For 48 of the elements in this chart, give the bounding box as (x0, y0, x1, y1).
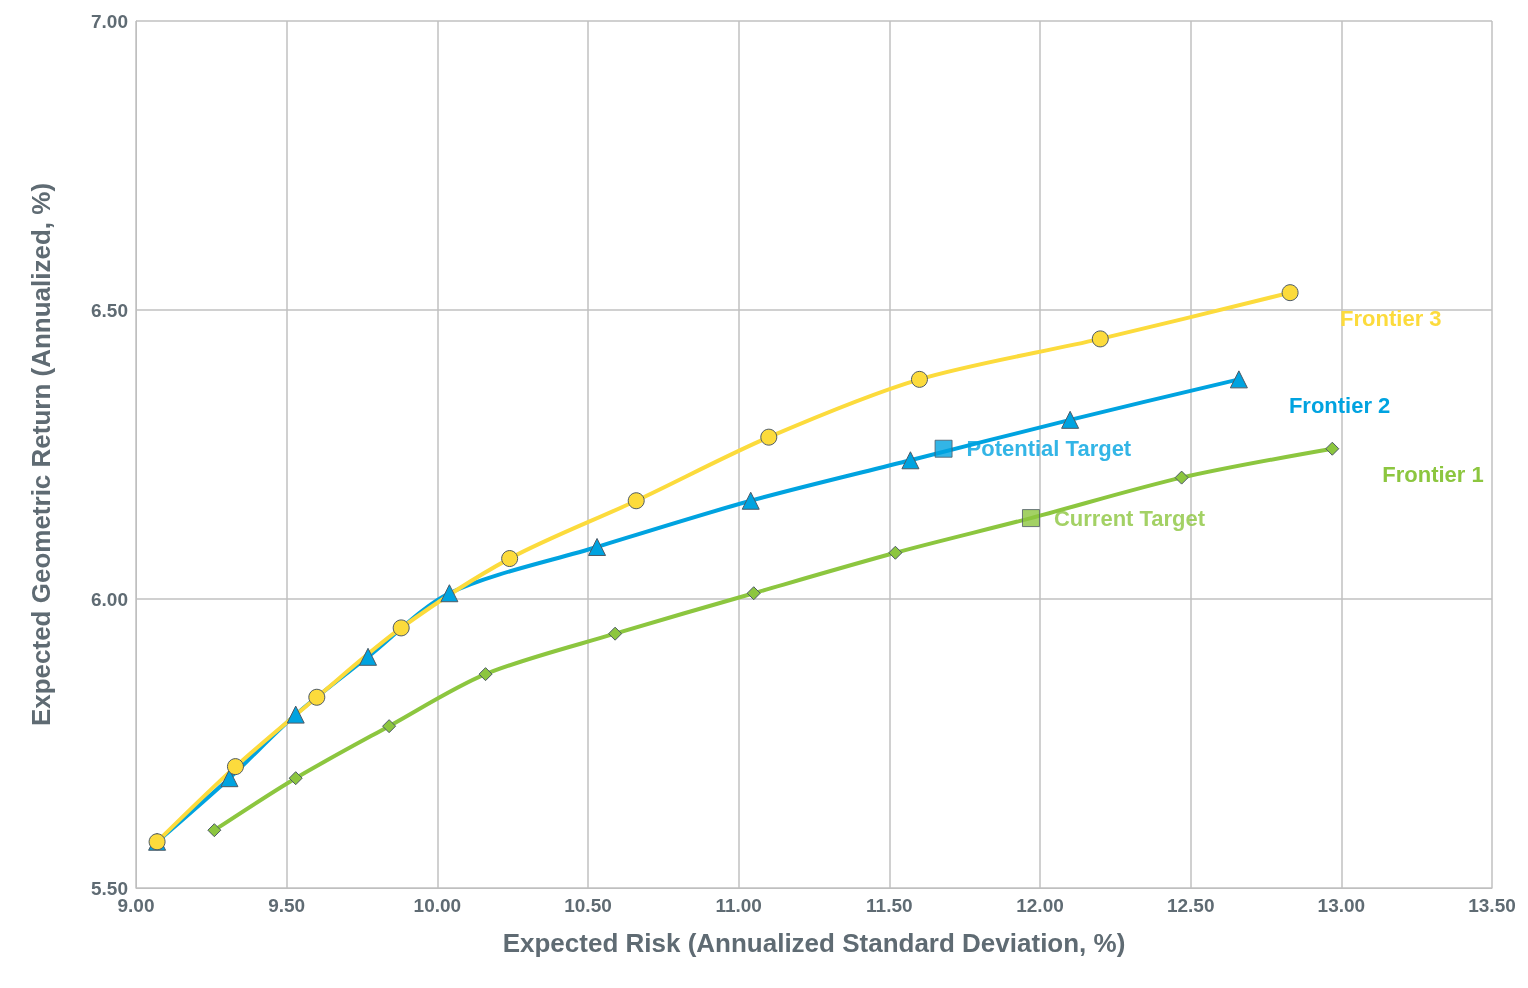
y-axis-title: Expected Geometric Return (Annualized, %) (26, 182, 56, 727)
x-tick-label: 10.00 (413, 895, 462, 916)
point (1325, 441, 1340, 456)
x-tick-label: 10.50 (564, 895, 612, 916)
point (440, 584, 459, 603)
point (608, 626, 623, 641)
point (501, 550, 519, 568)
point (288, 771, 303, 786)
x-tick-label: 12.50 (1166, 895, 1215, 916)
y-tick-label: 6.00 (91, 588, 128, 610)
point (308, 688, 326, 706)
series-label: Potential Target (966, 436, 1132, 462)
text: Frontier 1 (1382, 462, 1484, 488)
point (888, 545, 903, 560)
x-tick-label: 11.00 (715, 895, 762, 916)
point (382, 719, 397, 734)
y-tick-label: 7.00 (91, 10, 128, 32)
point (478, 667, 493, 682)
point (392, 619, 410, 637)
x-tick-label: 13.50 (1468, 895, 1516, 916)
point (1021, 509, 1040, 528)
x-tick-label: 12.00 (1016, 895, 1064, 916)
series-label: Current Target (1053, 505, 1206, 531)
point (286, 705, 305, 724)
point (1061, 410, 1080, 429)
point (901, 451, 920, 470)
x-tick-label: 13.00 (1317, 895, 1366, 916)
y-tick-label: 6.50 (91, 299, 128, 321)
series-label: Frontier 2 (1288, 392, 1391, 418)
point (934, 439, 953, 458)
point (741, 491, 760, 510)
point (910, 370, 928, 388)
point (207, 823, 222, 838)
point (1091, 330, 1109, 348)
x-axis-title: Expected Risk (Annualized Standard Deviation, %) (502, 928, 1126, 958)
point (220, 769, 239, 788)
point (746, 586, 761, 601)
point (1229, 370, 1248, 389)
series-label: Frontier 3 (1340, 306, 1442, 332)
point (1281, 284, 1299, 302)
x-tick-label: 9.50 (268, 895, 306, 916)
point (359, 647, 378, 666)
point (627, 492, 645, 510)
x-tick-label: 11.50 (866, 895, 913, 916)
point (226, 758, 244, 776)
point (760, 428, 778, 446)
point (588, 537, 607, 556)
point (1174, 470, 1189, 485)
